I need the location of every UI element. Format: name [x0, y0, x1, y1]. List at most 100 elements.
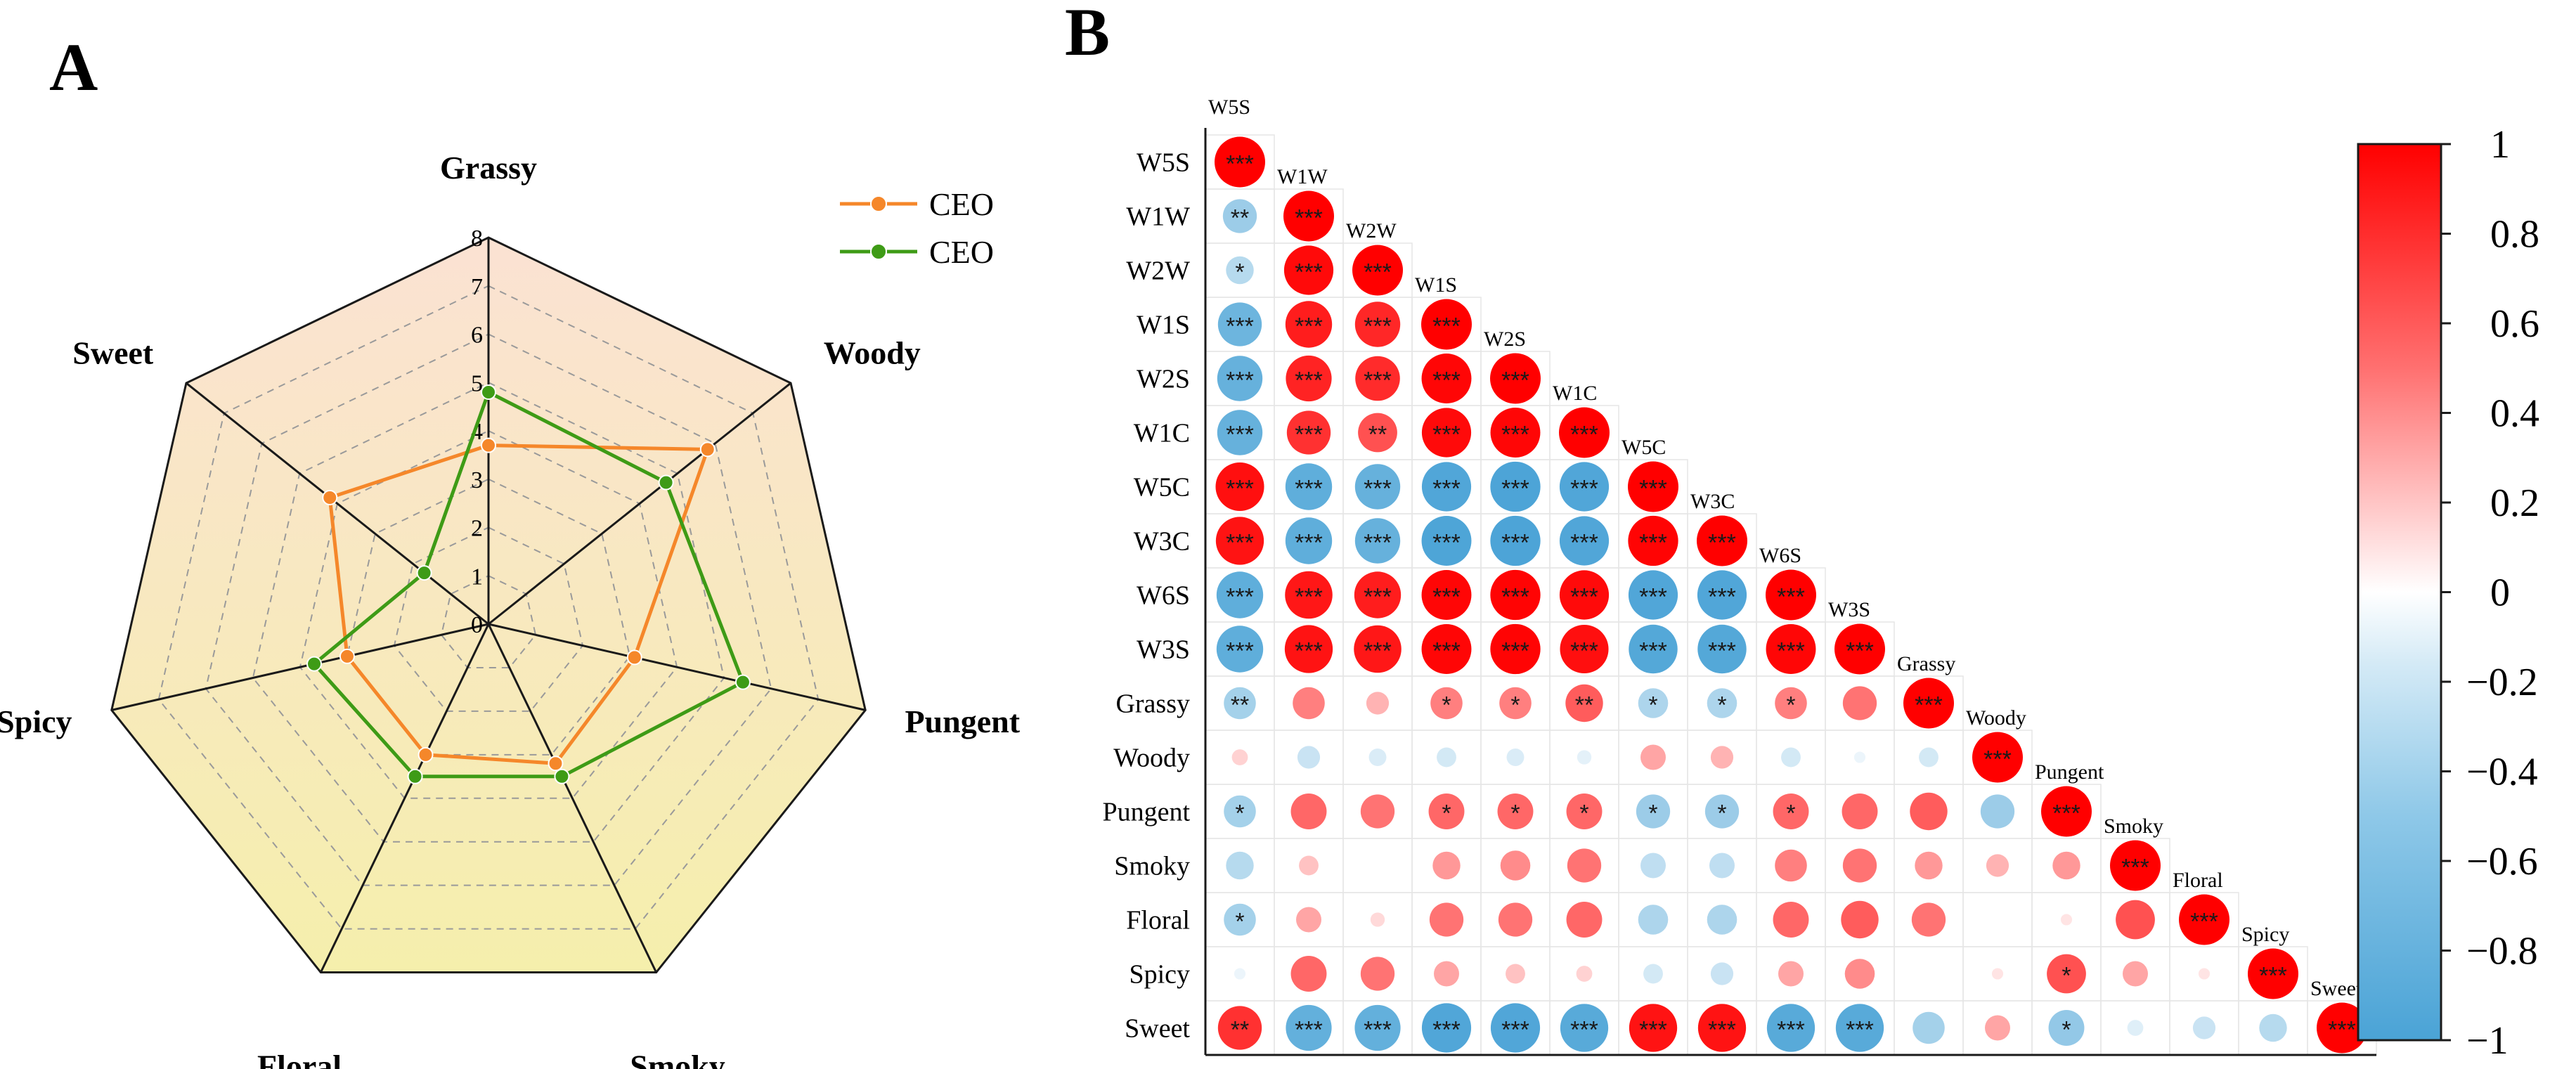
- correlation-circle: [1286, 355, 1332, 402]
- correlation-circle: [1215, 517, 1264, 565]
- correlation-circle: [1490, 569, 1541, 621]
- radar-data-point: [734, 674, 751, 690]
- correlation-circle: [1912, 1011, 1945, 1044]
- significance-mark: ***: [1364, 476, 1392, 503]
- correlation-circle: [2047, 954, 2086, 994]
- radar-spoke: [320, 623, 490, 973]
- radar-grid-ring: [440, 575, 537, 668]
- radar-data-point: [626, 649, 642, 666]
- matrix-diagonal-label: W3C: [1690, 490, 1735, 513]
- significance-mark: ***: [1295, 259, 1323, 286]
- radar-r-tick: 2: [471, 516, 483, 542]
- correlation-circle: [1766, 1004, 1816, 1052]
- correlation-circle: [1697, 624, 1747, 674]
- radar-spoke: [488, 623, 866, 711]
- matrix-row-label: W1W: [1126, 202, 1190, 232]
- significance-mark: ***: [1364, 313, 1392, 340]
- correlation-circle: [1766, 624, 1816, 674]
- significance-mark: ***: [1501, 476, 1529, 503]
- correlation-circle: [1284, 625, 1333, 673]
- significance-mark: *: [1786, 801, 1795, 827]
- significance-mark: ***: [1501, 368, 1529, 394]
- panel-a-letter: A: [49, 30, 98, 105]
- correlation-circle: [1628, 515, 1678, 566]
- correlation-circle: [1910, 792, 1948, 831]
- matrix-row-label: Pungent: [1102, 798, 1190, 827]
- significance-mark: ***: [1364, 584, 1392, 611]
- matrix-row-label: W2W: [1126, 257, 1190, 286]
- significance-mark: ***: [1295, 530, 1323, 557]
- radar-spoke: [487, 623, 657, 973]
- correlation-matrix: W5S W1W W2W W1S W2S W1C W5C W3C W6S W3S Grassy Wood…: [1102, 96, 2539, 1063]
- correlation-circle: [1231, 749, 1248, 765]
- significance-mark: ***: [1226, 151, 1254, 178]
- significance-mark: *: [1717, 801, 1726, 827]
- radar-axis-label: Spicy: [0, 704, 72, 739]
- correlation-circle: [1490, 408, 1541, 458]
- significance-mark: ***: [1501, 584, 1529, 611]
- matrix-row-label: W6S: [1137, 581, 1190, 611]
- significance-mark: ***: [1432, 1017, 1461, 1044]
- radar-r-tick: 5: [471, 370, 483, 396]
- significance-mark: *: [1717, 692, 1726, 719]
- matrix-row-label: W3C: [1134, 527, 1190, 557]
- correlation-circle: [2179, 894, 2229, 945]
- matrix-diagonal-label: W1W: [1277, 165, 1328, 188]
- correlation-circle: [1296, 907, 1321, 933]
- significance-mark: ***: [1226, 313, 1254, 340]
- correlation-circle: [2198, 968, 2211, 980]
- correlation-circle: [2317, 1002, 2367, 1054]
- significance-mark: ***: [2259, 963, 2287, 990]
- significance-mark: ***: [1364, 638, 1392, 665]
- radar-grid-ring: [299, 429, 678, 799]
- correlation-circle: [1709, 853, 1735, 879]
- radar-data-point: [658, 474, 674, 491]
- correlation-circle: [1842, 848, 1877, 883]
- radar-grid-ring: [205, 333, 772, 886]
- correlation-circle: [1285, 571, 1333, 619]
- significance-mark: ***: [1226, 584, 1254, 611]
- matrix-diagonal-label: Sweet: [2310, 977, 2362, 1000]
- correlation-circle: [1374, 862, 1381, 869]
- radar-outer-ring: [110, 236, 867, 974]
- correlation-circle: [1640, 853, 1666, 879]
- correlation-circle: [2248, 948, 2298, 999]
- significance-mark: ***: [1364, 530, 1392, 557]
- correlation-circle: [1428, 793, 1465, 829]
- significance-mark: ***: [1295, 638, 1323, 665]
- significance-mark: ***: [1432, 584, 1461, 611]
- significance-mark: *: [1442, 801, 1451, 827]
- correlation-circle: [1841, 900, 1879, 939]
- correlation-circle: [1707, 905, 1737, 935]
- correlation-circle: [1925, 970, 1932, 978]
- correlation-circle: [1506, 749, 1525, 766]
- colorbar-tick-label: 1: [2490, 123, 2510, 167]
- significance-mark: *: [2062, 1017, 2071, 1044]
- radar-chart: 012345678GrassyWoodyPungentSmokyFloralSp…: [0, 150, 1021, 1069]
- radar-r-tick: 0: [471, 612, 483, 638]
- correlation-circle: [1565, 684, 1603, 723]
- significance-mark: **: [1231, 1017, 1249, 1044]
- correlation-circle: [1217, 1006, 1262, 1050]
- matrix-diagonal-label: Spicy: [2241, 923, 2289, 946]
- correlation-circle: [1421, 354, 1472, 403]
- correlation-circle: [2192, 1016, 2216, 1039]
- correlation-circle: [1354, 571, 1402, 618]
- correlation-circle: [1286, 1004, 1332, 1051]
- significance-mark: ***: [1501, 1017, 1529, 1044]
- matrix-diagonal-label: W5S: [1208, 96, 1250, 119]
- matrix-diagonal-label: Floral: [2173, 869, 2223, 892]
- correlation-circle: [1285, 301, 1333, 348]
- correlation-circle: [1775, 849, 1807, 882]
- correlation-circle: [1773, 793, 1809, 829]
- colorbar-tick-label: −0.2: [2466, 661, 2538, 704]
- correlation-circle: [1490, 515, 1541, 566]
- significance-mark: ***: [1432, 313, 1461, 340]
- correlation-circle: [1636, 794, 1671, 829]
- matrix-diagonal-label: W2W: [1346, 219, 1397, 242]
- radar-axis-label: Smoky: [630, 1049, 725, 1069]
- correlation-circle: [1360, 794, 1395, 829]
- significance-mark: ***: [1846, 638, 1874, 665]
- significance-mark: ***: [1915, 692, 1943, 719]
- correlation-circle: [1354, 625, 1402, 673]
